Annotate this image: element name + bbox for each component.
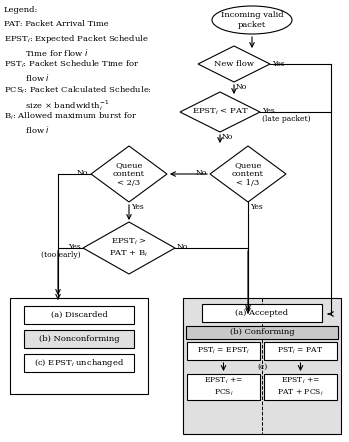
FancyBboxPatch shape xyxy=(10,298,148,394)
Text: (c) EPST$_i$ unchanged: (c) EPST$_i$ unchanged xyxy=(34,357,124,369)
Text: (b) Conforming: (b) Conforming xyxy=(230,328,294,336)
FancyBboxPatch shape xyxy=(264,342,337,360)
Text: EPST$_i$ +=
PCS$_i$: EPST$_i$ += PCS$_i$ xyxy=(204,376,243,398)
FancyBboxPatch shape xyxy=(24,354,134,372)
Text: PST$_i$ = EPST$_i$: PST$_i$ = EPST$_i$ xyxy=(197,346,250,356)
Text: (a) Accepted: (a) Accepted xyxy=(236,309,289,317)
Polygon shape xyxy=(180,92,260,132)
Text: Yes: Yes xyxy=(272,60,285,68)
Polygon shape xyxy=(210,146,286,202)
Text: Yes: Yes xyxy=(262,107,275,115)
Text: PST$_i$: Packet Schedule Time for
        flow $i$: PST$_i$: Packet Schedule Time for flow $… xyxy=(4,59,140,83)
Text: No: No xyxy=(177,243,188,251)
Text: Yes: Yes xyxy=(250,203,263,211)
Text: No: No xyxy=(77,169,88,177)
FancyBboxPatch shape xyxy=(264,374,337,400)
FancyBboxPatch shape xyxy=(202,304,322,322)
FancyBboxPatch shape xyxy=(187,342,260,360)
Text: No: No xyxy=(196,169,207,177)
Text: EPST$_i$ < PAT: EPST$_i$ < PAT xyxy=(192,107,248,117)
Text: B$_i$: Allowed maximum burst for
        flow $i$: B$_i$: Allowed maximum burst for flow $i… xyxy=(4,111,138,135)
FancyBboxPatch shape xyxy=(24,306,134,324)
Text: EPST$_i$: Expected Packet Schedule
        Time for flow $i$: EPST$_i$: Expected Packet Schedule Time … xyxy=(4,33,149,58)
Text: New flow: New flow xyxy=(214,60,254,68)
Ellipse shape xyxy=(212,6,292,34)
Text: (a) Discarded: (a) Discarded xyxy=(51,311,107,319)
Text: No: No xyxy=(222,133,233,141)
Text: Yes: Yes xyxy=(68,243,81,251)
Text: Incoming valid
packet: Incoming valid packet xyxy=(221,11,283,29)
Text: EPST$_i$ >
PAT + B$_i$: EPST$_i$ > PAT + B$_i$ xyxy=(109,237,149,259)
Text: EPST$_i$ +=
PAT + PCS$_i$: EPST$_i$ += PAT + PCS$_i$ xyxy=(277,376,324,398)
FancyBboxPatch shape xyxy=(187,374,260,400)
Text: PST$_i$ = PAT: PST$_i$ = PAT xyxy=(277,346,324,356)
Polygon shape xyxy=(91,146,167,202)
Text: No: No xyxy=(236,83,247,91)
Text: (too early): (too early) xyxy=(42,251,81,259)
FancyBboxPatch shape xyxy=(24,330,134,348)
Polygon shape xyxy=(198,46,270,82)
Polygon shape xyxy=(83,222,175,274)
Text: (c): (c) xyxy=(257,363,267,371)
Text: PAT: Packet Arrival Time: PAT: Packet Arrival Time xyxy=(4,19,109,27)
Text: Queue
content
< 2/3: Queue content < 2/3 xyxy=(113,161,145,187)
Text: Queue
content
< 1/3: Queue content < 1/3 xyxy=(232,161,264,187)
FancyBboxPatch shape xyxy=(186,326,338,339)
Text: PCS$_i$: Packet Calculated Schedule:
        size × bandwidth$_i^{-1}$: PCS$_i$: Packet Calculated Schedule: siz… xyxy=(4,85,152,114)
Text: (late packet): (late packet) xyxy=(262,115,311,123)
Text: Legend:: Legend: xyxy=(4,6,38,14)
Text: Yes: Yes xyxy=(131,203,144,211)
Text: (b) Nonconforming: (b) Nonconforming xyxy=(39,335,119,343)
FancyBboxPatch shape xyxy=(183,298,341,434)
